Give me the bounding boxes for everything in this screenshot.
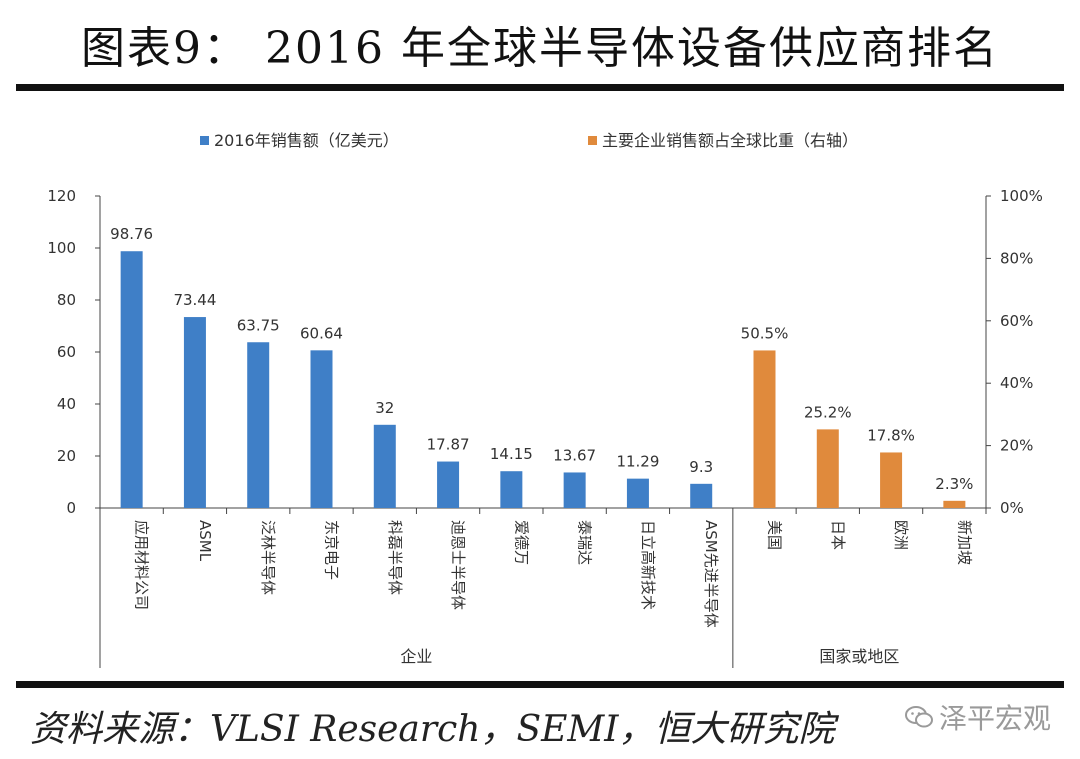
bar [437,461,460,508]
footer-rule [16,681,1064,688]
bar [816,429,839,508]
y-right-tick-label: 100% [1000,187,1043,205]
category-label: 爱德万 [512,520,530,565]
data-label: 11.29 [616,453,659,471]
category-labels: 应用材料公司 ASML 泛林半导体 东京电子 科磊半导体 迪恩士半导体 爱德万 泰瑞达 日立高新… [133,520,974,628]
bar [500,471,523,508]
data-label: 13.67 [553,446,596,464]
chart-title: 图表9： 2016 年全球半导体设备供应商排名 [81,23,999,74]
y-right-tick-label: 20% [1000,437,1033,455]
data-label: 17.8% [867,426,915,444]
bar [120,251,143,508]
legend-swatch-sales [200,136,209,145]
data-label: 2.3% [935,475,973,493]
category-label: ASM先进半导体 [702,520,720,628]
group-label-companies: 企业 [400,647,432,666]
group-label-regions: 国家或地区 [819,647,899,666]
bar [310,350,333,508]
legend-swatch-share [588,136,597,145]
category-label: 日本 [829,520,847,550]
legend-label-share: 主要企业销售额占全球比重（右轴） [602,131,858,150]
category-label: 新加坡 [955,520,973,565]
y-left-tick-label: 100 [47,239,76,257]
y-right-tick-label: 60% [1000,312,1033,330]
category-label: 美国 [766,520,784,550]
category-label: 迪恩士半导体 [449,520,467,610]
bars [120,251,966,508]
category-label: 日立高新技术 [639,520,657,610]
bar [943,500,966,508]
wechat-icon [905,706,933,728]
data-label: 50.5% [741,324,789,342]
y-left-tick-label: 80 [57,291,76,309]
bar [690,483,713,508]
watermark: 泽平宏观 [905,697,1051,737]
data-labels: 98.76 73.44 63.75 60.64 32 17.87 14.15 13.67 11.… [110,225,973,493]
data-label: 9.3 [689,458,713,476]
source-note: 资料来源：VLSI Research，SEMI，恒大研究院 [30,709,835,750]
chart: 2016年销售额（亿美元） 主要企业销售额占全球比重（右轴） 0 20 40 60 80… [47,131,1043,668]
bar [626,478,649,508]
y-right-tick-label: 40% [1000,374,1033,392]
y-left-tick-label: 0 [66,499,76,517]
y-left-tick-label: 60 [57,343,76,361]
y-left-tick-label: 40 [57,395,76,413]
watermark-text: 泽平宏观 [939,702,1052,735]
category-label: ASML [196,520,214,562]
data-label: 63.75 [237,316,280,334]
category-label: 应用材料公司 [133,520,151,610]
bar [183,317,206,508]
bar [753,350,776,508]
data-label: 98.76 [110,225,153,243]
category-label: 泛林半导体 [259,520,277,595]
y-right-tick-label: 0% [1000,499,1024,517]
legend-label-sales: 2016年销售额（亿美元） [214,131,399,150]
title-rule [16,84,1064,91]
data-label: 14.15 [490,445,533,463]
bar [373,424,396,508]
y-left-tick-label: 20 [57,447,76,465]
data-label: 73.44 [173,291,216,309]
category-label: 东京电子 [323,520,341,580]
data-label: 60.64 [300,324,343,342]
bar [880,452,903,508]
y-right-tick-label: 80% [1000,249,1033,267]
legend: 2016年销售额（亿美元） 主要企业销售额占全球比重（右轴） [200,131,858,150]
data-label: 25.2% [804,403,852,421]
category-label: 科磊半导体 [386,520,404,595]
bar [563,472,586,508]
category-label: 泰瑞达 [576,520,594,565]
y-left-tick-label: 120 [47,187,76,205]
category-label: 欧洲 [892,520,910,550]
data-label: 32 [375,399,394,417]
data-label: 17.87 [427,436,470,454]
bar [247,342,270,508]
